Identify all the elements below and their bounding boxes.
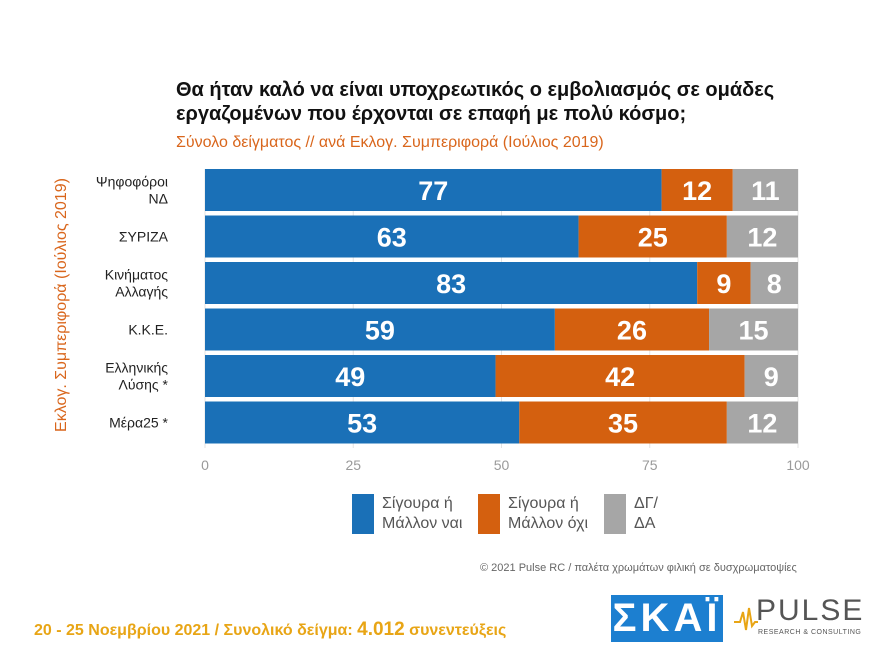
bar-4-1 [495,355,745,397]
data-label-3-1: 26 [617,316,647,346]
bar-5-2 [726,401,798,444]
legend-label-dk-1: ΔΓ/ [634,495,658,512]
bar-3-0 [205,308,555,351]
data-label-1-1: 25 [638,223,668,253]
x-tick-label-25: 25 [345,457,361,473]
bar-2-0 [205,262,698,304]
category-label-0-0: Ψηφοφόροι [96,174,168,190]
skai-logo: ΣΚΑΪ [611,595,723,642]
data-label-4-1: 42 [605,362,635,392]
legend-label-yes-1: Σίγουρα ή [382,495,453,512]
pulse-logo-text: PULSE [756,594,865,627]
data-label-3-2: 15 [739,316,769,346]
legend-label-no-1: Σίγουρα ή [508,495,579,512]
data-label-0-1: 12 [682,176,712,206]
data-label-5-0: 53 [347,409,377,439]
legend-item-yes: Σίγουρα ή Μάλλον ναι [352,494,492,534]
legend-swatch-yes [352,494,374,534]
bar-5-1 [519,401,727,444]
data-label-1-0: 63 [377,223,407,253]
data-label-2-1: 9 [716,269,731,299]
x-tick-label-50: 50 [494,457,510,473]
bar-0-1 [661,169,733,211]
bar-1-2 [726,215,798,258]
data-label-2-0: 83 [436,269,466,299]
bar-0-0 [205,169,662,211]
pulse-wave-icon [734,607,758,631]
category-label-2-1: Αλλαγής [115,284,168,300]
legend-swatch-no [478,494,500,534]
bar-2-2 [750,262,798,304]
x-tick-label-100: 100 [786,457,810,473]
legend-swatch-dk [604,494,626,534]
bar-3-2 [709,308,798,351]
data-label-4-0: 49 [335,362,365,392]
data-label-2-2: 8 [767,269,782,299]
category-label-0-1: ΝΔ [149,191,168,207]
x-tick-label-75: 75 [642,457,658,473]
category-label-4-1: Λύσης * [118,377,168,393]
bar-1-0 [205,215,579,258]
pulse-logo-subtext: RESEARCH & CONSULTING [758,629,862,636]
data-label-5-1: 35 [608,409,638,439]
data-label-0-0: 77 [418,176,448,206]
chart-title: Θα ήταν καλό να είναι υποχρεωτικός ο εμβ… [176,79,775,125]
legend-label-dk-2: ΔΑ [634,515,656,532]
legend-label-no-2: Μάλλον όχι [508,515,589,532]
bar-2-1 [697,262,751,304]
pulse-logo: PULSE RESEARCH & CONSULTING [734,594,865,642]
bar-3-1 [554,308,710,351]
category-label-2-0: Κινήματος [105,267,169,283]
data-label-1-2: 12 [747,223,777,253]
footer-sample-size: 4.012 [357,619,405,640]
x-tick-label-0: 0 [201,457,209,473]
data-label-4-2: 9 [764,362,779,392]
credit-text: © 2021 Pulse RC / παλέτα χρωμάτων φιλική… [480,562,797,574]
bar-0-2 [732,169,798,211]
bar-4-0 [205,355,496,397]
category-label-4-0: Ελληνικής [105,360,168,376]
bar-4-2 [744,355,798,397]
footer-suffix: συνεντεύξεις [409,622,507,639]
bar-1-1 [578,215,727,258]
legend-label-yes-2: Μάλλον ναι [382,515,463,532]
data-label-5-2: 12 [747,409,777,439]
data-label-0-2: 11 [751,176,780,206]
bar-5-0 [205,401,520,444]
category-label-3-0: Κ.Κ.Ε. [128,322,168,338]
category-label-5-0: Μέρα25 * [109,415,168,431]
category-label-1-0: ΣΥΡΙΖΑ [119,229,169,245]
footer-dates: 20 - 25 Νοεμβρίου 2021 / Συνολικό δείγμα… [34,622,353,639]
legend-item-no: Σίγουρα ή Μάλλον όχι [478,494,618,534]
chart-subtitle: Σύνολο δείγματος // ανά Εκλογ. Συμπεριφο… [176,134,604,151]
data-label-3-0: 59 [365,316,395,346]
legend-item-dk: ΔΓ/ ΔΑ [604,494,744,534]
footer-sample-info: 20 - 25 Νοεμβρίου 2021 / Συνολικό δείγμα… [34,619,506,641]
